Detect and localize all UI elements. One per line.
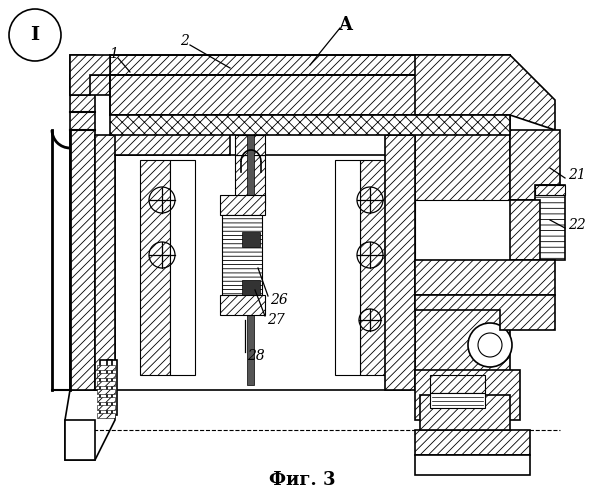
Polygon shape [97, 381, 115, 386]
Bar [415, 455, 530, 475]
Bar [335, 160, 360, 375]
Polygon shape [385, 135, 415, 390]
Polygon shape [415, 370, 520, 420]
Polygon shape [415, 55, 555, 130]
Bar [107, 360, 112, 415]
Polygon shape [115, 133, 230, 155]
Bar [222, 215, 262, 295]
Polygon shape [110, 55, 510, 75]
Text: 21: 21 [568, 168, 586, 182]
Polygon shape [70, 55, 110, 95]
Polygon shape [415, 55, 510, 390]
Bar [415, 430, 530, 455]
Bar [235, 155, 265, 205]
Circle shape [9, 9, 61, 61]
Polygon shape [97, 389, 115, 394]
Polygon shape [97, 413, 115, 418]
Polygon shape [510, 130, 560, 200]
Polygon shape [140, 160, 170, 375]
Bar [415, 200, 540, 260]
Polygon shape [235, 135, 265, 155]
Text: 27: 27 [267, 313, 285, 327]
Polygon shape [415, 260, 555, 295]
Polygon shape [220, 295, 265, 315]
Polygon shape [420, 395, 510, 430]
Polygon shape [110, 75, 510, 115]
Text: 26: 26 [270, 293, 288, 307]
Bar [535, 185, 565, 260]
Bar [100, 360, 117, 415]
Polygon shape [415, 295, 555, 330]
Bar [65, 420, 95, 460]
Text: 28: 28 [247, 349, 265, 363]
Text: A: A [338, 16, 352, 34]
Bar [247, 135, 254, 385]
Circle shape [478, 333, 502, 357]
Polygon shape [70, 75, 110, 95]
Bar [115, 155, 410, 390]
Polygon shape [97, 365, 115, 370]
Bar [242, 280, 260, 295]
Polygon shape [95, 135, 140, 390]
Text: 1: 1 [108, 47, 117, 61]
Polygon shape [97, 397, 115, 402]
Text: Фиг. 3: Фиг. 3 [269, 471, 335, 489]
Polygon shape [70, 55, 95, 390]
Bar [170, 160, 195, 375]
Circle shape [468, 323, 512, 367]
Polygon shape [65, 390, 115, 460]
Bar [430, 375, 485, 393]
Bar [535, 185, 565, 195]
Text: I: I [30, 26, 39, 44]
Polygon shape [110, 115, 510, 135]
Polygon shape [510, 200, 540, 260]
Polygon shape [97, 373, 115, 378]
Text: 2: 2 [180, 34, 189, 48]
Text: 22: 22 [568, 218, 586, 232]
Bar [430, 393, 485, 408]
Bar [242, 232, 260, 247]
Polygon shape [97, 405, 115, 410]
Polygon shape [220, 195, 265, 215]
Polygon shape [360, 160, 385, 375]
